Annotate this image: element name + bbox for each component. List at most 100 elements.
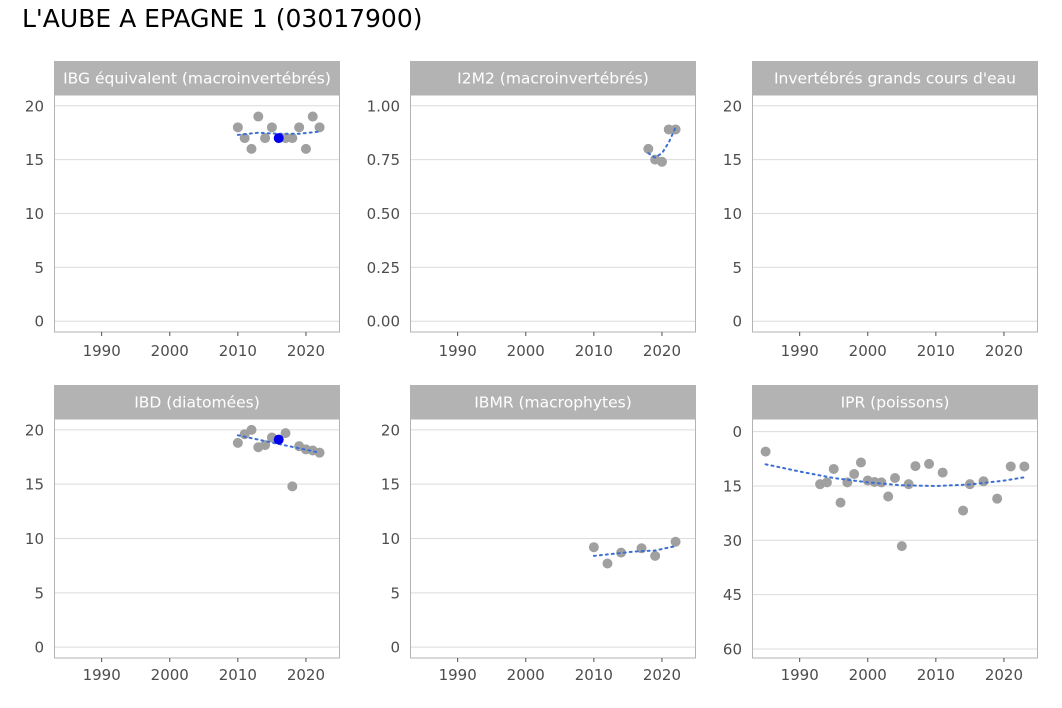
data-point [232,122,243,133]
x-tick-label: 2020 [985,666,1023,684]
x-tick-label: 2010 [575,666,613,684]
page-title: L'AUBE A EPAGNE 1 (03017900) [22,4,423,33]
data-point [656,156,667,167]
data-point [1005,461,1016,472]
y-tick-label: 0 [34,313,44,331]
x-tick-label: 1990 [83,666,121,684]
panel-4: IBD (diatomées) 0 5 10 15 20 1990 2000 2010 2020 [25,385,340,684]
y-tick-label: 0.00 [367,313,400,331]
x-tick-label: 2000 [849,342,887,360]
y-tick-label: 10 [25,530,44,548]
y-tick-label: 15 [723,477,742,495]
data-point [835,497,846,508]
panel-title: I2M2 (macroinvertébrés) [457,70,649,88]
y-tick-label: 0.75 [367,151,400,169]
x-tick-label: 2020 [643,342,681,360]
data-point [266,122,277,133]
y-tick-label: 0 [732,423,742,441]
panel-strip [752,385,1038,419]
y-tick-label: 30 [723,532,742,550]
x-tick-label: 2020 [643,666,681,684]
x-tick-label: 2000 [507,342,545,360]
data-point [314,122,325,133]
panel-title: IBMR (macrophytes) [474,394,632,412]
panel-6: IPR (poissons) 0 15 30 45 60 1990 2000 2010 2020 [723,385,1038,684]
y-tick-label: 0 [34,639,44,657]
data-point [821,477,832,488]
x-tick-label: 1990 [83,342,121,360]
x-tick-label: 1990 [439,666,477,684]
data-point [287,481,298,492]
panel-border [54,418,340,659]
y-tick-label: 10 [25,205,44,223]
x-tick-label: 2010 [219,342,257,360]
data-point [670,536,681,547]
data-point [958,505,969,516]
x-tick-label: 2000 [849,666,887,684]
data-point [300,143,311,154]
panel-title: Invertébrés grands cours d'eau [774,70,1016,88]
data-point [876,477,887,488]
x-tick-label: 2000 [151,342,189,360]
panel-strip [410,385,696,419]
data-point [232,437,243,448]
x-tick-label: 2010 [917,342,955,360]
data-point [883,491,894,502]
highlight-point [273,133,284,144]
data-point [890,473,900,484]
panel-border [410,418,696,659]
x-tick-label: 2020 [985,342,1023,360]
y-tick-label: 5 [34,259,44,277]
trend-line [236,130,321,136]
x-tick-label: 2000 [151,666,189,684]
panel-border [752,94,1038,333]
data-point [910,461,921,472]
y-tick-label: 15 [25,151,44,169]
data-point [602,558,613,569]
data-point [588,542,599,553]
data-point [239,133,250,144]
data-point [760,446,771,457]
data-point [253,111,264,122]
panel-title: IPR (poissons) [841,394,950,412]
y-tick-label: 20 [723,97,742,115]
x-tick-label: 2020 [287,342,325,360]
x-tick-label: 2000 [507,666,545,684]
panel-strip [54,385,340,419]
x-tick-label: 2010 [575,342,613,360]
y-tick-label: 60 [723,640,742,658]
x-tick-label: 1990 [781,342,819,360]
x-tick-label: 2020 [287,666,325,684]
x-tick-label: 2010 [219,666,257,684]
data-point [294,122,305,133]
y-tick-label: 5 [390,584,400,602]
trend-line [647,126,677,159]
panel-3: Invertébrés grands cours d'eau 0 5 10 15 20 19… [723,61,1038,360]
y-tick-label: 1.00 [367,97,400,115]
data-point [307,111,318,122]
data-point [828,463,839,474]
panel-border [752,418,1038,659]
panel-title: IBG équivalent (macroinvertébrés) [63,70,331,88]
panel-2: I2M2 (macroinvertébrés) 0.00 0.25 0.50 0.75 1… [367,61,696,360]
data-point [246,424,257,435]
panel-border [410,94,696,333]
y-tick-label: 0 [390,639,400,657]
y-tick-label: 20 [25,421,44,439]
y-tick-label: 15 [25,476,44,494]
x-tick-label: 2010 [917,666,955,684]
panel-strip [410,61,696,95]
data-point [280,428,291,439]
data-point [1019,461,1030,472]
data-point [903,479,914,490]
data-point [855,457,866,468]
panel-border [54,94,340,333]
data-point [246,143,257,154]
data-point [849,469,860,480]
trend-line [592,545,677,557]
panel-title: IBD (diatomées) [134,394,260,412]
data-point [937,467,948,478]
y-tick-label: 10 [381,530,400,548]
data-point [314,447,325,458]
